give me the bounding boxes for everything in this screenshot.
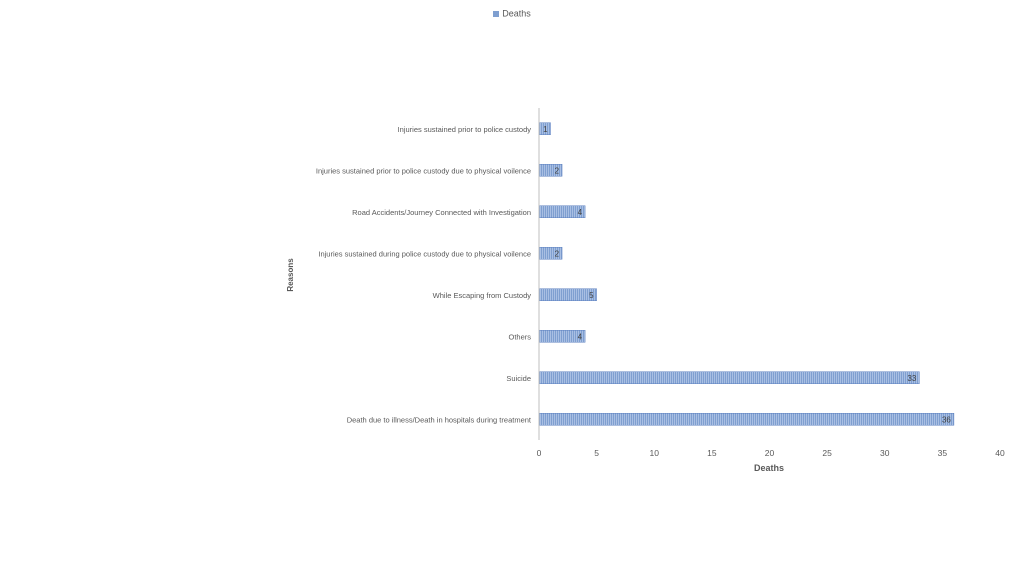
data-label-3: 2 [555, 249, 560, 258]
legend-label-deaths: Deaths [502, 8, 531, 19]
x-tick-label-8: 40 [995, 448, 1005, 458]
category-label-1: Injuries sustained prior to police custo… [316, 166, 531, 175]
category-label-6: Suicide [506, 374, 531, 383]
category-label-7: Death due to illness/Death in hospitals … [347, 415, 532, 424]
legend: Deaths [0, 8, 1024, 19]
x-tick-label-5: 25 [822, 448, 832, 458]
x-tick-label-6: 30 [880, 448, 890, 458]
axes-group: Injuries sustained prior to police custo… [316, 108, 1005, 458]
legend-swatch-deaths [493, 10, 500, 17]
category-label-5: Others [508, 332, 531, 341]
bar-7 [538, 413, 955, 426]
category-label-2: Road Accidents/Journey Connected with In… [352, 208, 531, 217]
x-axis-title: Deaths [754, 463, 784, 473]
category-label-0: Injuries sustained prior to police custo… [398, 125, 532, 134]
data-label-7: 36 [942, 415, 951, 424]
x-tick-label-7: 35 [938, 448, 948, 458]
data-label-1: 2 [555, 166, 560, 175]
x-tick-label-0: 0 [537, 448, 542, 458]
x-tick-label-1: 5 [594, 448, 599, 458]
category-label-3: Injuries sustained during police custody… [318, 249, 531, 258]
data-label-6: 33 [907, 374, 916, 383]
data-label-2: 4 [578, 208, 583, 217]
x-tick-label-4: 20 [765, 448, 775, 458]
bars-group: 1 2 4 2 5 4 33 36 [538, 122, 955, 426]
y-axis-title: Reasons [286, 258, 295, 292]
x-tick-label-3: 15 [707, 448, 717, 458]
data-label-0: 1 [543, 125, 548, 134]
data-label-4: 5 [589, 291, 594, 300]
x-tick-label-2: 10 [650, 448, 660, 458]
bar-6 [538, 371, 920, 384]
data-label-5: 4 [578, 332, 583, 341]
bar-4 [538, 288, 597, 301]
category-label-4: While Escaping from Custody [433, 291, 532, 300]
